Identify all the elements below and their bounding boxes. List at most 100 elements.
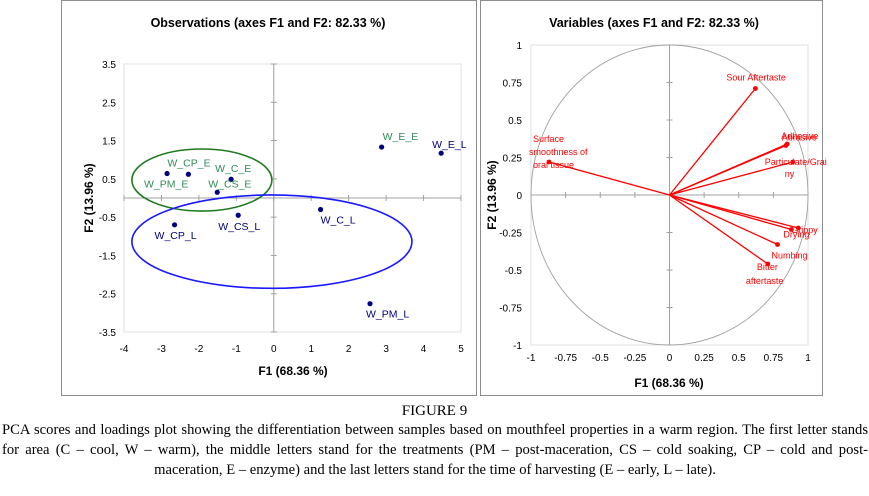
observations-y-tick-label: -2.5 <box>99 290 117 301</box>
variables-chart-panel <box>480 0 823 396</box>
variable-vector <box>669 194 778 246</box>
variable-point <box>788 227 794 232</box>
variables-y-tick-label: -0.25 <box>499 229 522 240</box>
observation-label: W_C_L <box>321 214 356 226</box>
variables-y-tick-label: -1 <box>513 341 522 352</box>
observations-x-tick-label: 3 <box>383 344 389 355</box>
variable-point <box>775 242 780 247</box>
variable-label-line: Drying <box>783 230 809 240</box>
variable-label-line: Bitter <box>757 262 778 272</box>
observations-x-axis-label: F1 (68.36 %) <box>258 364 327 378</box>
variables-y-tick-label: 0.75 <box>503 79 523 90</box>
variables-x-tick-label: 1 <box>805 353 811 364</box>
variable-vector <box>669 144 787 196</box>
variables-plot: -1 -0.75 -0.5 -0.25 0 0.25 0.5 0.75 1 1 0.75 0.5 0.2… <box>499 41 827 364</box>
observation-point <box>235 212 241 218</box>
variables-x-axis-label: F1 (68.36 %) <box>634 376 703 390</box>
variable-label: Numbing <box>772 251 808 261</box>
variable-label: Particulate/Grai ny <box>765 157 827 179</box>
late-group-ellipse <box>131 194 413 290</box>
observations-x-tick-label: -3 <box>157 344 166 355</box>
variable-point <box>752 86 758 91</box>
observations-y-tick-label: -3.5 <box>99 328 117 339</box>
variable-point <box>765 261 771 267</box>
variable-vector <box>669 194 792 231</box>
variable-point <box>783 143 789 148</box>
variable-label-line: Sour Aftertaste <box>726 73 786 83</box>
observations-x-tick-label: 1 <box>308 344 314 355</box>
variable-label-line: oral tissue <box>533 160 574 170</box>
variable-label: Bitter aftertaste <box>746 262 784 286</box>
variable-label-line: Abrasive <box>782 133 817 143</box>
observation-label: W_CP_E <box>167 157 210 169</box>
variables-y-tick-label: 0.5 <box>508 116 522 127</box>
variables-y-tick-label: 0 <box>516 191 522 202</box>
figure-caption: PCA scores and loadings plot showing the… <box>2 422 868 478</box>
observations-x-tick-label: 5 <box>458 344 464 355</box>
observations-x-tick-label: 2 <box>346 344 352 355</box>
variable-label: Drying <box>783 230 809 240</box>
variable-label: Abrasive <box>782 133 817 143</box>
observations-x-tick-label: 0 <box>271 344 277 355</box>
variable-label-line: Particulate/Grai <box>765 157 827 167</box>
variables-y-tick-label: 0.25 <box>503 154 523 165</box>
observation-point <box>164 170 170 177</box>
variables-x-tick-label: -1 <box>527 353 536 364</box>
variables-y-tick-label: 1 <box>516 41 522 52</box>
early-group-ellipse <box>131 148 273 212</box>
figure-label: FIGURE 9 <box>401 403 468 419</box>
charts-canvas: Observations (axes F1 and F2: 82.33 %) F… <box>82 16 827 390</box>
observations-y-tick-label: -1.5 <box>99 251 117 262</box>
variable-vector <box>669 161 793 196</box>
observation-label: W_CP_L <box>155 230 197 242</box>
variable-label: Adhesive <box>781 131 818 141</box>
variable-label-line: aftertaste <box>746 276 784 286</box>
observation-label: W_PM_L <box>366 309 409 321</box>
variables-y-tick-label: -0.5 <box>505 266 523 277</box>
observation-point <box>379 144 385 150</box>
observations-y-tick-label: 3.5 <box>102 60 116 71</box>
observations-chart-title: Observations (axes F1 and F2: 82.33 %) <box>151 16 386 30</box>
observation-point <box>438 150 444 156</box>
variable-vector <box>669 194 769 265</box>
observation-point <box>214 189 220 195</box>
observation-label: W_C_E <box>215 163 251 175</box>
observation-label: W_CS_E <box>208 178 251 190</box>
variable-vector <box>668 88 756 196</box>
variables-x-tick-label: -0.5 <box>592 353 610 364</box>
observation-label: W_E_L <box>432 139 467 151</box>
variables-x-tick-label: 0.25 <box>694 353 714 364</box>
variable-label-line: ny <box>785 169 795 179</box>
variable-label: Surface smoothness of oral tissue <box>529 134 588 170</box>
observations-y-tick-label: 2.5 <box>102 98 116 109</box>
variable-label-line: smoothness of <box>529 147 588 157</box>
observation-point <box>171 222 178 228</box>
observations-plot: -4 -3 -2 -1 0 1 2 3 4 5 3.5 2.5 1.5 0.5 -0.5 -1.5 -2.5 -3… <box>99 60 467 355</box>
observations-y-tick-label: 1.5 <box>102 137 116 148</box>
variables-x-tick-label: 0.75 <box>764 353 784 364</box>
observation-label: W_CS_L <box>218 221 260 233</box>
observations-x-tick-label: -2 <box>194 344 203 355</box>
variable-label-line: Surface <box>533 134 564 144</box>
variable-point <box>546 159 552 165</box>
variables-chart-title: Variables (axes F1 and F2: 82.33 %) <box>549 16 759 30</box>
observation-label: W_PM_E <box>144 178 188 190</box>
variables-x-tick-label: 0.5 <box>732 353 746 364</box>
observation-point <box>367 301 373 307</box>
observations-y-tick-label: -0.5 <box>99 213 117 224</box>
observations-x-tick-label: -4 <box>120 344 129 355</box>
observation-label: W_E_E <box>383 131 419 143</box>
variable-label-line: Adhesive <box>781 131 818 141</box>
observations-y-axis-label: F2 (13.96 %) <box>82 163 96 232</box>
variable-vector <box>548 161 670 196</box>
observation-point <box>228 176 234 182</box>
observation-point <box>317 206 324 213</box>
variables-y-tick-label: -0.75 <box>499 304 522 315</box>
variables-y-axis-label: F2 (13.96 %) <box>485 160 499 229</box>
variables-x-tick-label: -0.75 <box>554 353 577 364</box>
variable-point <box>790 159 796 165</box>
variables-x-tick-label: -0.25 <box>623 353 646 364</box>
variable-label-line: Grippy <box>791 225 818 235</box>
observation-point <box>185 171 192 177</box>
variable-label: Sour Aftertaste <box>726 73 786 83</box>
